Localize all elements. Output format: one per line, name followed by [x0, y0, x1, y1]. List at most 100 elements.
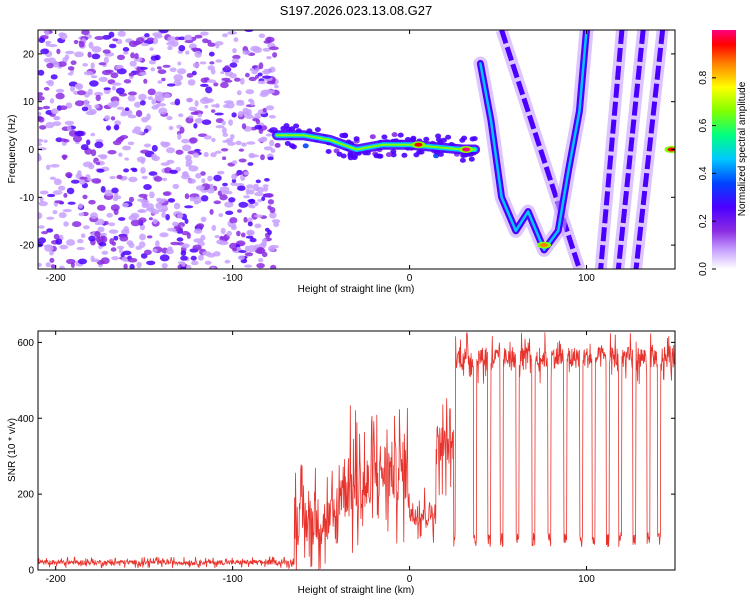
noise-blob	[97, 226, 105, 233]
noise-blob	[220, 227, 226, 235]
noise-blob	[254, 201, 259, 207]
noise-blob	[137, 198, 146, 202]
noise-blob	[47, 193, 56, 198]
noise-blob	[194, 118, 204, 124]
noise-blob	[210, 152, 217, 158]
noise-blob	[180, 250, 187, 256]
noise-blob	[219, 186, 230, 193]
noise-blob	[78, 41, 85, 48]
noise-blob	[127, 141, 135, 146]
noise-blob	[91, 178, 102, 184]
noise-blob	[144, 249, 152, 255]
y-tick-label: 600	[17, 338, 34, 349]
noise-blob	[112, 140, 122, 146]
noise-blob	[203, 151, 209, 158]
noise-blob	[88, 199, 96, 205]
noise-blob	[255, 119, 261, 125]
noise-blob	[188, 165, 199, 172]
noise-blob	[105, 69, 114, 74]
noise-blob	[117, 54, 125, 60]
noise-blob	[203, 135, 212, 140]
track-halo-blob	[461, 135, 468, 141]
noise-blob	[189, 137, 198, 144]
noise-blob	[220, 148, 229, 152]
noise-blob	[258, 62, 264, 70]
noise-blob	[211, 224, 217, 231]
noise-blob	[112, 38, 119, 42]
noise-blob	[263, 40, 271, 44]
noise-blob	[193, 228, 203, 234]
noise-blob	[201, 119, 212, 125]
colorbar: 0.0 0.2 0.4 0.6 0.8 Normalized spectral ampl…	[698, 30, 748, 276]
noise-blob	[157, 103, 167, 107]
noise-blob	[236, 101, 245, 106]
noise-blob	[248, 189, 255, 195]
track-halo-blob	[314, 127, 321, 133]
noise-blob	[46, 164, 51, 170]
noise-blob	[103, 221, 109, 225]
noise-blob	[155, 202, 163, 210]
noise-blob	[184, 218, 189, 224]
noise-blob	[188, 106, 198, 112]
noise-blob	[226, 230, 232, 237]
track-halo-blob	[459, 157, 466, 163]
noise-blob	[192, 244, 202, 251]
noise-blob	[228, 119, 234, 126]
noise-blob	[39, 190, 49, 195]
noise-blob	[88, 41, 94, 49]
noise-blob	[157, 208, 168, 212]
noise-blob	[254, 223, 262, 229]
noise-blob	[112, 197, 119, 202]
noise-blob	[82, 194, 88, 200]
noise-blob	[218, 213, 224, 218]
noise-blob	[195, 185, 205, 191]
noise-blob	[118, 248, 123, 254]
noise-blob	[225, 210, 234, 215]
noise-blob	[221, 127, 227, 134]
noise-blob	[90, 255, 95, 263]
noise-blob	[213, 82, 219, 87]
noise-blob	[102, 49, 111, 54]
noise-blob	[244, 114, 254, 119]
noise-blob	[263, 146, 273, 151]
noise-blob	[67, 125, 72, 132]
noise-blob	[46, 216, 55, 220]
noise-blob	[103, 56, 109, 64]
noise-blob	[85, 110, 96, 116]
bright-spot	[414, 142, 423, 147]
track-halo-blob	[353, 136, 360, 142]
noise-blob	[47, 57, 56, 64]
noise-blob	[88, 235, 96, 242]
bright-spot	[540, 243, 549, 248]
noise-blob	[220, 71, 225, 75]
noise-blob	[38, 111, 42, 116]
noise-blob	[199, 61, 207, 65]
noise-blob	[264, 227, 270, 232]
noise-blob	[42, 105, 51, 110]
noise-blob	[115, 65, 122, 70]
noise-blob	[245, 72, 250, 78]
x-tick-label: -100	[223, 273, 243, 284]
noise-blob	[122, 145, 131, 151]
noise-blob	[157, 80, 163, 84]
noise-blob	[76, 246, 85, 251]
noise-blob	[91, 53, 101, 60]
noise-blob	[79, 179, 86, 185]
noise-blob	[118, 152, 123, 157]
noise-blob	[117, 30, 126, 37]
noise-blob	[149, 47, 154, 51]
noise-blob	[119, 235, 129, 242]
noise-blob	[94, 141, 104, 149]
noise-blob	[159, 30, 169, 34]
noise-blob	[82, 63, 89, 67]
noise-blob	[235, 140, 242, 146]
noise-blob	[141, 175, 148, 180]
noise-blob	[65, 172, 73, 178]
noise-blob	[263, 186, 269, 192]
noise-blob	[258, 258, 264, 263]
noise-blob	[229, 62, 238, 68]
main-track-core	[275, 134, 477, 151]
noise-blob	[139, 241, 146, 248]
noise-blob	[66, 258, 76, 265]
